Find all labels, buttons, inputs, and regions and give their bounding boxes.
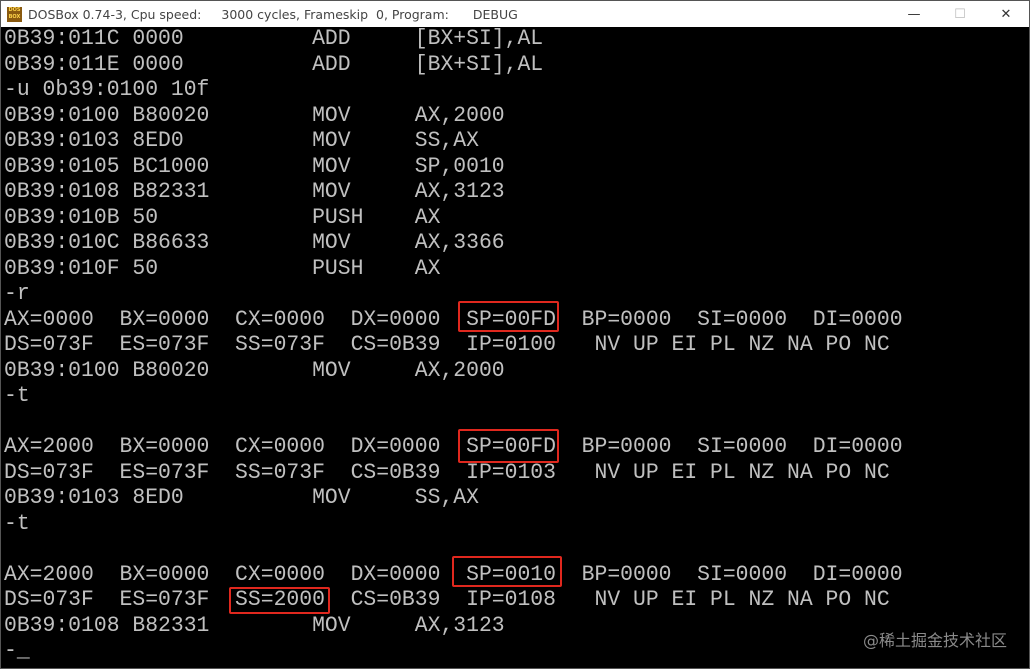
console-line: 0B39:010C B86633 MOV AX,3366 — [4, 230, 505, 256]
console-line: 0B39:010B 50 PUSH AX — [4, 204, 441, 231]
console-line: 0B39:0103 8ED0 MOV SS,AX — [4, 128, 479, 154]
console-line: DS=073F ES=073F SS=073F CS=0B39 IP=0103 … — [4, 459, 890, 486]
close-button[interactable]: ✕ — [1000, 6, 1012, 22]
console-line: 0B39:010F 50 PUSH AX — [4, 255, 441, 282]
console-line: -r — [4, 281, 30, 307]
console-line: -u 0b39:0100 10f — [4, 77, 210, 103]
console-line: 0B39:0103 8ED0 MOV SS,AX — [4, 485, 479, 511]
title-app: DOSBox 0.74-3, Cpu speed: — [28, 6, 202, 22]
console-line: AX=2000 BX=0000 CX=0000 DX=0000 SP=0010 … — [4, 561, 903, 588]
console-line: AX=0000 BX=0000 CX=0000 DX=0000 SP=00FD … — [4, 306, 903, 333]
minimize-button[interactable]: — — [907, 6, 921, 22]
highlight-sp-00fd-1 — [458, 301, 559, 332]
title-program: DEBUG — [472, 6, 518, 22]
console-line: 0B39:011C 0000 ADD [BX+SI],AL — [4, 26, 544, 52]
console-line: -t — [4, 510, 30, 537]
highlight-ss-2000 — [229, 587, 330, 614]
highlight-sp-00fd-2 — [458, 429, 559, 463]
console-line: 0B39:0105 BC1000 MOV SP,0010 — [4, 153, 505, 180]
title-cycles: 3000 cycles, Frameskip 0, Program: — [221, 6, 449, 22]
console-line: 0B39:0100 B80020 MOV AX,2000 — [4, 102, 505, 129]
console-line: DS=073F ES=073F SS=073F CS=0B39 IP=0100 … — [4, 332, 890, 358]
highlight-sp-0010 — [452, 556, 562, 587]
console-line: 0B39:0100 B80020 MOV AX,2000 — [4, 357, 505, 384]
dosbox-app-icon: DOS BOX — [7, 6, 22, 22]
console-line: -_ — [4, 638, 30, 664]
console-line: 0B39:011E 0000 ADD [BX+SI],AL — [4, 51, 544, 78]
maximize-button[interactable]: ☐ — [954, 6, 966, 22]
title-bar: DOS BOX DOSBox 0.74-3, Cpu speed: 3000 c… — [1, 1, 1029, 27]
console-line: -t — [4, 383, 30, 409]
console-line: 0B39:0108 B82331 MOV AX,3123 — [4, 612, 505, 639]
console-line: 0B39:0108 B82331 MOV AX,3123 — [4, 179, 505, 205]
console-line: AX=2000 BX=0000 CX=0000 DX=0000 SP=00FD … — [4, 434, 903, 460]
watermark: @稀土掘金技术社区 — [862, 631, 1007, 650]
console-line: DS=073F ES=073F SS=2000 CS=0B39 IP=0108 … — [4, 587, 890, 613]
